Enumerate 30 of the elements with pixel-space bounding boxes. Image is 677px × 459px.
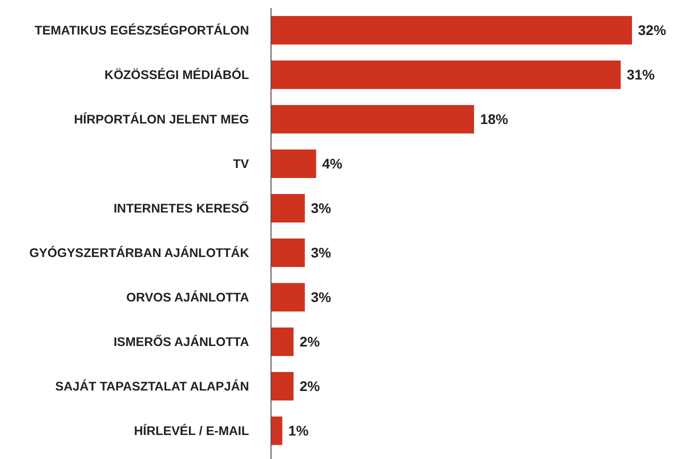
bar: [271, 238, 305, 267]
bar: [271, 60, 621, 89]
data-label: 3%: [310, 244, 332, 261]
bar: [271, 328, 294, 356]
data-label: 31%: [626, 66, 656, 83]
y-tick-label: ORVOS AJÁNLOTTA: [126, 289, 249, 304]
data-label: 4%: [322, 156, 343, 172]
y-tick-label: KÖZÖSSÉGI MÉDIÁBÓL: [104, 66, 250, 82]
data-label: 2%: [300, 378, 320, 394]
data-label: 2%: [300, 334, 320, 350]
bar: [271, 150, 316, 178]
y-tick-label: ISMERŐS AJÁNLOTTA: [114, 334, 249, 349]
data-label: 3%: [310, 289, 332, 306]
y-tick-label: TV: [233, 156, 250, 171]
bar: [271, 283, 305, 312]
y-tick-label: GYÓGYSZERTÁRBAN AJÁNLOTTÁK: [29, 244, 249, 260]
data-label: 32%: [638, 22, 667, 38]
bar: [271, 416, 282, 445]
bar: [271, 194, 305, 222]
data-label: 1%: [288, 422, 310, 439]
data-label: 3%: [310, 200, 332, 216]
y-tick-label: INTERNETES KERESŐ: [114, 200, 250, 216]
y-tick-label: TEMATIKUS EGÉSZSÉGPORTÁLON: [34, 22, 249, 38]
bar: [271, 105, 474, 134]
bar: [271, 16, 632, 44]
y-tick-label: SAJÁT TAPASZTALAT ALAPJÁN: [55, 378, 249, 394]
y-tick-label: HÍRPORTÁLON JELENT MEG: [74, 111, 249, 126]
bar: [271, 372, 294, 400]
y-tick-label: HÍRLEVÉL / E-MAIL: [134, 422, 250, 438]
data-label: 18%: [480, 111, 509, 128]
